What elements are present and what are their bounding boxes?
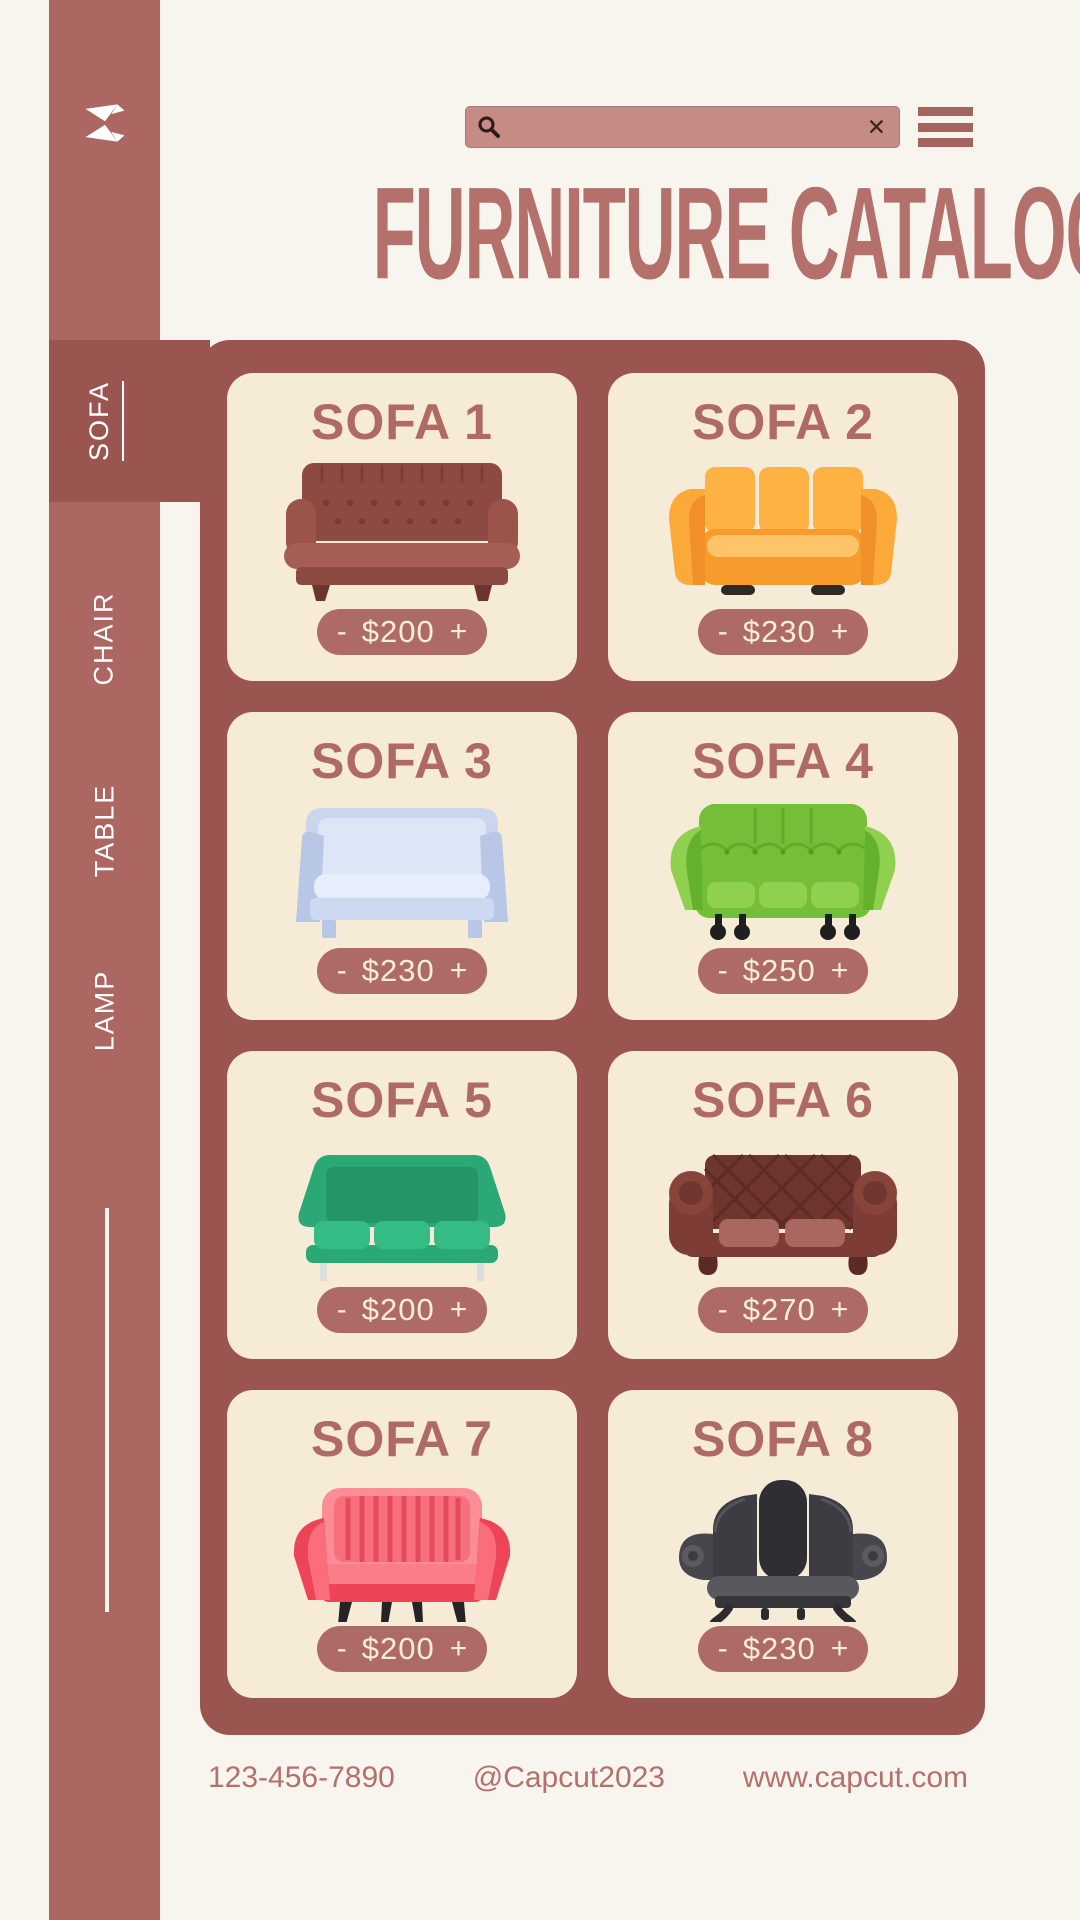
price-decrease-button[interactable]: - [336, 615, 347, 648]
sofa-5-illustration [298, 1155, 506, 1281]
price-decrease-button[interactable]: - [336, 1632, 347, 1665]
sofa-7-illustration [293, 1488, 511, 1622]
product-title: SOFA 4 [692, 733, 874, 789]
price-value: $230 [742, 1631, 816, 1666]
sidebar-tab-lamp-label: LAMP [89, 969, 119, 1051]
catalog-grid: SOFA 1 [200, 340, 985, 1735]
search-bar[interactable]: ✕ [465, 106, 900, 148]
search-input[interactable] [511, 113, 865, 141]
sidebar-tab-table-label: TABLE [89, 783, 119, 877]
price-value: $250 [742, 953, 816, 988]
search-clear-icon[interactable]: ✕ [866, 113, 886, 140]
price-value: $200 [361, 614, 435, 649]
price-increase-button[interactable]: + [449, 1632, 468, 1665]
footer: 123-456-7890 @Capcut2023 www.capcut.com [208, 1756, 968, 1800]
price-value: $200 [361, 1631, 435, 1666]
price-increase-button[interactable]: + [830, 1632, 849, 1665]
product-card-sofa-2[interactable]: SOFA 2 - $230 + [608, 373, 958, 681]
price-value: $270 [742, 1292, 816, 1327]
sidebar-tab-chair-label: CHAIR [88, 590, 119, 686]
product-title: SOFA 2 [692, 394, 874, 450]
sofa-3-illustration [296, 808, 508, 938]
price-stepper: - $230 + [697, 609, 869, 655]
product-title: SOFA 8 [692, 1411, 874, 1467]
price-value: $200 [361, 1292, 435, 1327]
price-decrease-button[interactable]: - [336, 954, 347, 987]
price-decrease-button[interactable]: - [717, 954, 728, 987]
footer-website: www.capcut.com [742, 1761, 968, 1794]
sofa-4-illustration [670, 804, 896, 940]
product-title: SOFA 7 [311, 1411, 493, 1467]
price-stepper: - $200 + [316, 1626, 488, 1672]
footer-phone: 123-456-7890 [208, 1761, 395, 1794]
price-stepper: - $230 + [316, 948, 488, 994]
sofa-2-illustration [669, 467, 897, 595]
active-tab-highlight [49, 340, 210, 502]
price-increase-button[interactable]: + [830, 1293, 849, 1326]
price-decrease-button[interactable]: - [717, 615, 728, 648]
price-value: $230 [361, 953, 435, 988]
sidebar-tab-sofa[interactable]: SOFA [49, 341, 160, 501]
product-title: SOFA 1 [311, 394, 493, 450]
product-card-sofa-7[interactable]: SOFA 7 [227, 1390, 577, 1698]
sofa-8-illustration [679, 1480, 887, 1622]
product-card-sofa-8[interactable]: SOFA 8 - $230 + [608, 1390, 958, 1698]
price-stepper: - $200 + [316, 609, 488, 655]
page-title: FURNITURE CATALOG [372, 159, 1080, 307]
product-card-sofa-4[interactable]: SOFA 4 [608, 712, 958, 1020]
product-card-sofa-1[interactable]: SOFA 1 [227, 373, 577, 681]
sidebar-tab-table[interactable]: TABLE [49, 750, 160, 910]
price-stepper: - $270 + [697, 1287, 869, 1333]
sidebar [49, 0, 160, 1920]
product-title: SOFA 6 [692, 1072, 874, 1128]
price-stepper: - $200 + [316, 1287, 488, 1333]
price-stepper: - $230 + [697, 1626, 869, 1672]
menu-icon[interactable] [918, 107, 973, 147]
product-title: SOFA 3 [311, 733, 493, 789]
price-increase-button[interactable]: + [449, 954, 468, 987]
price-increase-button[interactable]: + [830, 954, 849, 987]
price-increase-button[interactable]: + [830, 615, 849, 648]
search-icon [478, 116, 500, 138]
capcut-logo-icon [85, 104, 125, 142]
price-stepper: - $250 + [697, 948, 869, 994]
sidebar-tab-lamp[interactable]: LAMP [49, 930, 160, 1090]
sidebar-tab-sofa-label: SOFA [84, 380, 125, 462]
price-decrease-button[interactable]: - [717, 1293, 728, 1326]
price-increase-button[interactable]: + [449, 615, 468, 648]
product-card-sofa-5[interactable]: SOFA 5 - $200 + [227, 1051, 577, 1359]
price-decrease-button[interactable]: - [336, 1293, 347, 1326]
footer-handle: @Capcut2023 [472, 1761, 665, 1794]
sidebar-divider-line [105, 1208, 109, 1612]
product-card-sofa-6[interactable]: SOFA 6 [608, 1051, 958, 1359]
price-value: $230 [742, 614, 816, 649]
price-decrease-button[interactable]: - [717, 1632, 728, 1665]
price-increase-button[interactable]: + [449, 1293, 468, 1326]
product-title: SOFA 5 [311, 1072, 493, 1128]
sofa-6-illustration [669, 1153, 897, 1275]
sofa-1-illustration [284, 463, 520, 601]
product-card-sofa-3[interactable]: SOFA 3 - $230 + [227, 712, 577, 1020]
sidebar-tab-chair[interactable]: CHAIR [49, 558, 160, 718]
